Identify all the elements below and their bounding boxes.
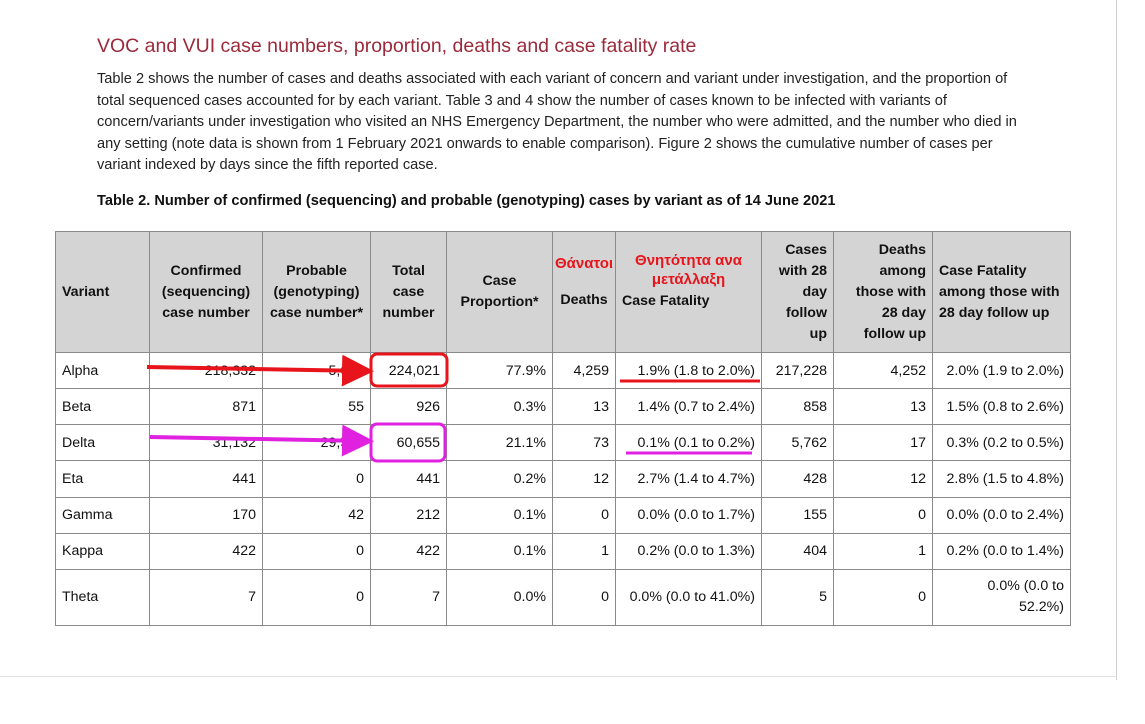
cell-total: 7 (370, 568, 447, 627)
cell-proportion: 21.1% (446, 424, 553, 462)
cell-proportion: 0.1% (446, 496, 553, 534)
page-bottom-edge (0, 676, 1117, 677)
header-total: Total case number (370, 231, 447, 353)
header-probable: Probable (genotyping) case number* (262, 231, 371, 353)
variant-table: Variant Confirmed (sequencing) case numb… (55, 231, 1071, 627)
cell-cfr28: 0.0% (0.0 to 52.2%) (932, 568, 1071, 627)
cell-probable: 42 (262, 496, 371, 534)
header-deaths-label: Deaths (560, 292, 608, 308)
cell-cases28: 5 (761, 568, 834, 627)
table-row: Kappa 422 0 422 0.1% 1 0.2% (0.0 to 1.3%… (55, 532, 1071, 570)
page-right-edge (1116, 0, 1117, 680)
section-heading: VOC and VUI case numbers, proportion, de… (97, 35, 697, 57)
cell-confirmed: 871 (149, 388, 263, 426)
cell-cfr: 0.0% (0.0 to 41.0%) (615, 568, 762, 627)
cell-cfr28: 2.8% (1.5 to 4.8%) (932, 460, 1071, 498)
cell-probable: 55 (262, 388, 371, 426)
cell-variant: Alpha (55, 351, 150, 390)
header-deaths28: Deaths among those with 28 day follow up (833, 231, 933, 353)
table-row: Gamma 170 42 212 0.1% 0 0.0% (0.0 to 1.7… (55, 496, 1071, 534)
cell-cases28: 217,228 (761, 351, 834, 390)
cell-probable: 0 (262, 460, 371, 498)
cell-cfr28: 0.3% (0.2 to 0.5%) (932, 424, 1071, 462)
alpha-arrow (146, 354, 374, 387)
header-variant: Variant (55, 231, 150, 353)
cell-deaths28: 13 (833, 388, 933, 426)
cell-confirmed: 7 (149, 568, 263, 627)
cell-cfr: 0.2% (0.0 to 1.3%) (615, 532, 762, 570)
header-cfr-label: Case Fatality (622, 292, 710, 309)
table-row: Theta 7 0 7 0.0% 0 0.0% (0.0 to 41.0%) 5… (55, 568, 1071, 627)
cell-deaths: 0 (552, 496, 616, 534)
cell-probable: 0 (262, 568, 371, 627)
cell-variant: Eta (55, 460, 150, 498)
cell-total: 224,021 (370, 351, 447, 390)
table-caption: Table 2. Number of confirmed (sequencing… (97, 193, 836, 209)
alpha-total-highlight (369, 352, 449, 388)
cell-deaths: 4,259 (552, 351, 616, 390)
cell-variant: Theta (55, 568, 150, 627)
cell-cases28: 404 (761, 532, 834, 570)
cell-cfr28: 0.2% (0.0 to 1.4%) (932, 532, 1071, 570)
greek-cfr-label: Θνητότητα ανα μετάλλαξη (635, 251, 742, 288)
cell-total: 422 (370, 532, 447, 570)
cell-cfr: 2.7% (1.4 to 4.7%) (615, 460, 762, 498)
cell-proportion: 0.3% (446, 388, 553, 426)
cell-deaths: 0 (552, 568, 616, 627)
header-proportion: Case Proportion* (446, 231, 553, 353)
intro-paragraph: Table 2 shows the number of cases and de… (97, 71, 1017, 173)
cell-deaths28: 0 (833, 496, 933, 534)
table-row: Delta 31,132 29,523 60,655 21.1% 73 0.1%… (55, 424, 1071, 462)
cell-deaths28: 12 (833, 460, 933, 498)
delta-total-highlight (369, 422, 447, 463)
cell-deaths28: 17 (833, 424, 933, 462)
header-deaths: Θάνατοι Deaths (552, 231, 616, 353)
cell-cases28: 428 (761, 460, 834, 498)
greek-deaths-label: Θάνατοι (555, 255, 614, 272)
cell-probable: 0 (262, 532, 371, 570)
cell-variant: Beta (55, 388, 150, 426)
cell-variant: Delta (55, 424, 150, 462)
cell-deaths: 13 (552, 388, 616, 426)
cell-proportion: 0.1% (446, 532, 553, 570)
cell-confirmed: 441 (149, 460, 263, 498)
cell-cfr: 1.4% (0.7 to 2.4%) (615, 388, 762, 426)
cell-confirmed: 422 (149, 532, 263, 570)
cell-total: 212 (370, 496, 447, 534)
cell-deaths28: 1 (833, 532, 933, 570)
cell-cfr: 1.9% (1.8 to 2.0%) (615, 351, 762, 390)
cell-cfr28: 0.0% (0.0 to 2.4%) (932, 496, 1071, 534)
cell-cases28: 858 (761, 388, 834, 426)
cell-cfr: 0.0% (0.0 to 1.7%) (615, 496, 762, 534)
cell-deaths: 1 (552, 532, 616, 570)
cell-cases28: 155 (761, 496, 834, 534)
delta-arrow (149, 424, 374, 457)
cell-deaths: 73 (552, 424, 616, 462)
cell-variant: Kappa (55, 532, 150, 570)
cell-total: 441 (370, 460, 447, 498)
cell-deaths28: 4,252 (833, 351, 933, 390)
cell-confirmed: 31,132 (149, 424, 263, 462)
header-cfr28: Case Fatality among those with 28 day fo… (932, 231, 1071, 353)
header-confirmed: Confirmed (sequencing) case number (149, 231, 263, 353)
header-cases28: Cases with 28 day follow up (761, 231, 834, 353)
cell-variant: Gamma (55, 496, 150, 534)
